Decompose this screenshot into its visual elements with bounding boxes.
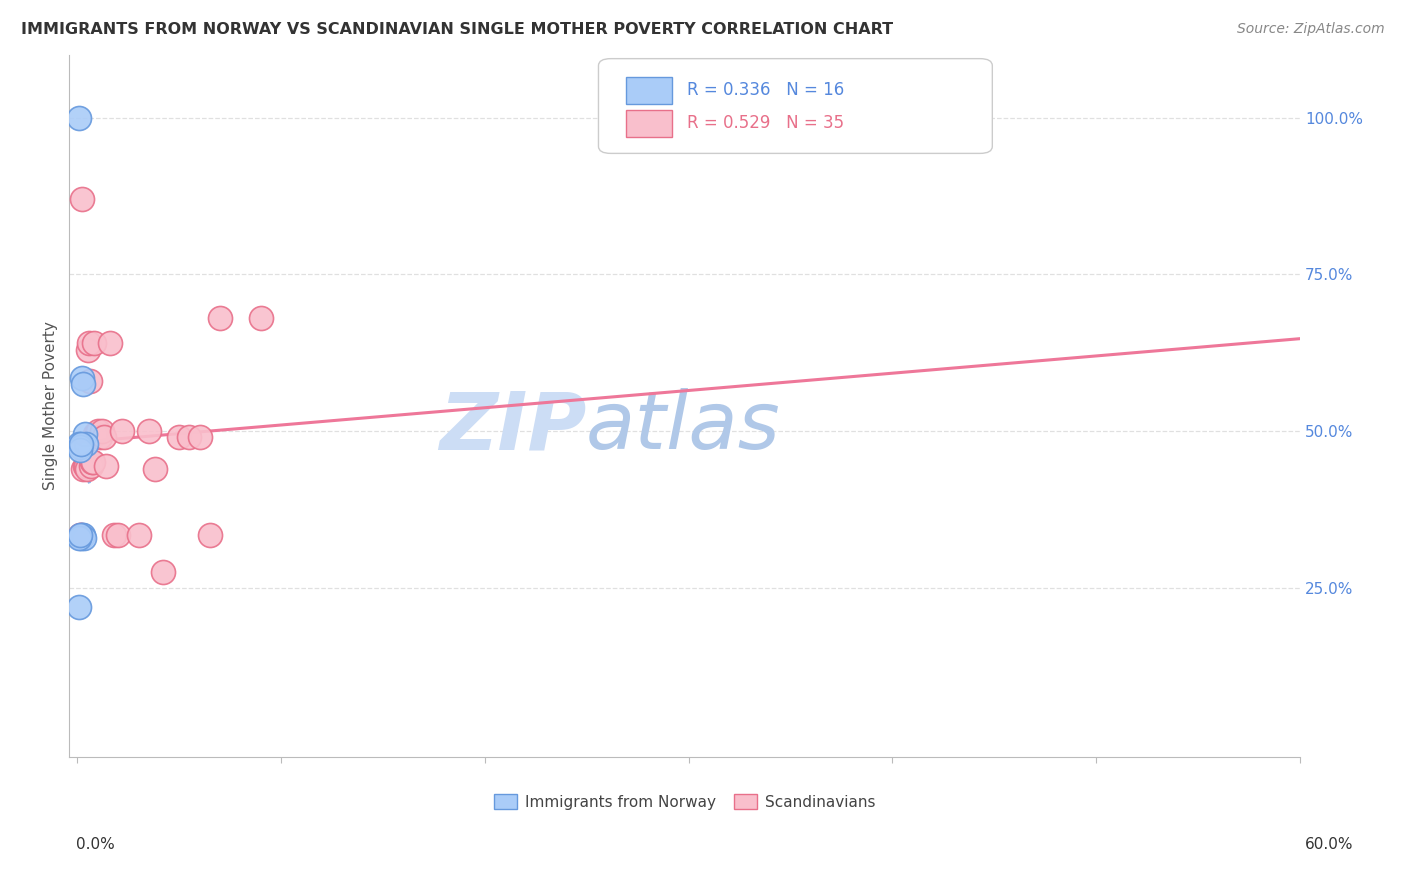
Point [67,111,90,125]
Text: R = 0.336   N = 16: R = 0.336 N = 16 [688,81,845,99]
Point [138,424,160,438]
Point [70,531,93,545]
Point [70,527,93,541]
Y-axis label: Single Mother Poverty: Single Mother Poverty [44,322,58,491]
Text: IMMIGRANTS FROM NORWAY VS SCANDINAVIAN SINGLE MOTHER POVERTY CORRELATION CHART: IMMIGRANTS FROM NORWAY VS SCANDINAVIAN S… [21,22,893,37]
Point [69,442,91,457]
FancyBboxPatch shape [599,59,993,153]
Point [208,311,231,326]
Bar [626,77,672,103]
Point [169,430,191,444]
Point [77,336,100,351]
Point [93,430,115,444]
Point [69,440,91,454]
Point [67,436,90,450]
Point [67,531,90,545]
Point [90,424,112,438]
Point [103,527,125,541]
Point [82,455,104,469]
Text: atlas: atlas [586,388,780,467]
Point [72,461,94,475]
Text: Source: ZipAtlas.com: Source: ZipAtlas.com [1237,22,1385,37]
Point [143,461,166,475]
Point [83,427,105,442]
Point [69,527,91,541]
Point [128,527,150,541]
Text: 60.0%: 60.0% [1305,838,1353,852]
Point [72,527,94,541]
Point [79,458,101,473]
Point [73,427,96,442]
Text: 0.0%: 0.0% [76,838,115,852]
Point [67,599,90,614]
Point [72,192,94,206]
Bar [626,110,672,136]
Point [84,427,107,442]
Point [70,527,93,541]
Point [87,424,110,438]
Text: R = 0.529   N = 35: R = 0.529 N = 35 [688,114,844,132]
Point [111,424,134,438]
Point [76,461,98,475]
Point [179,430,201,444]
Point [94,458,117,473]
Point [76,343,98,357]
Point [198,527,221,541]
Point [69,527,91,541]
Point [107,527,129,541]
Point [80,455,103,469]
Point [98,336,121,351]
Legend: Immigrants from Norway, Scandinavians: Immigrants from Norway, Scandinavians [488,789,882,816]
Point [188,430,211,444]
Point [73,531,96,545]
Point [152,565,174,579]
Point [75,458,97,473]
Point [89,430,111,444]
Point [83,336,105,351]
Point [72,371,94,385]
Point [79,374,101,388]
Point [70,436,93,450]
Point [75,436,97,450]
Point [249,311,271,326]
Point [72,377,94,392]
Point [73,458,96,473]
Text: ZIP: ZIP [439,388,586,467]
